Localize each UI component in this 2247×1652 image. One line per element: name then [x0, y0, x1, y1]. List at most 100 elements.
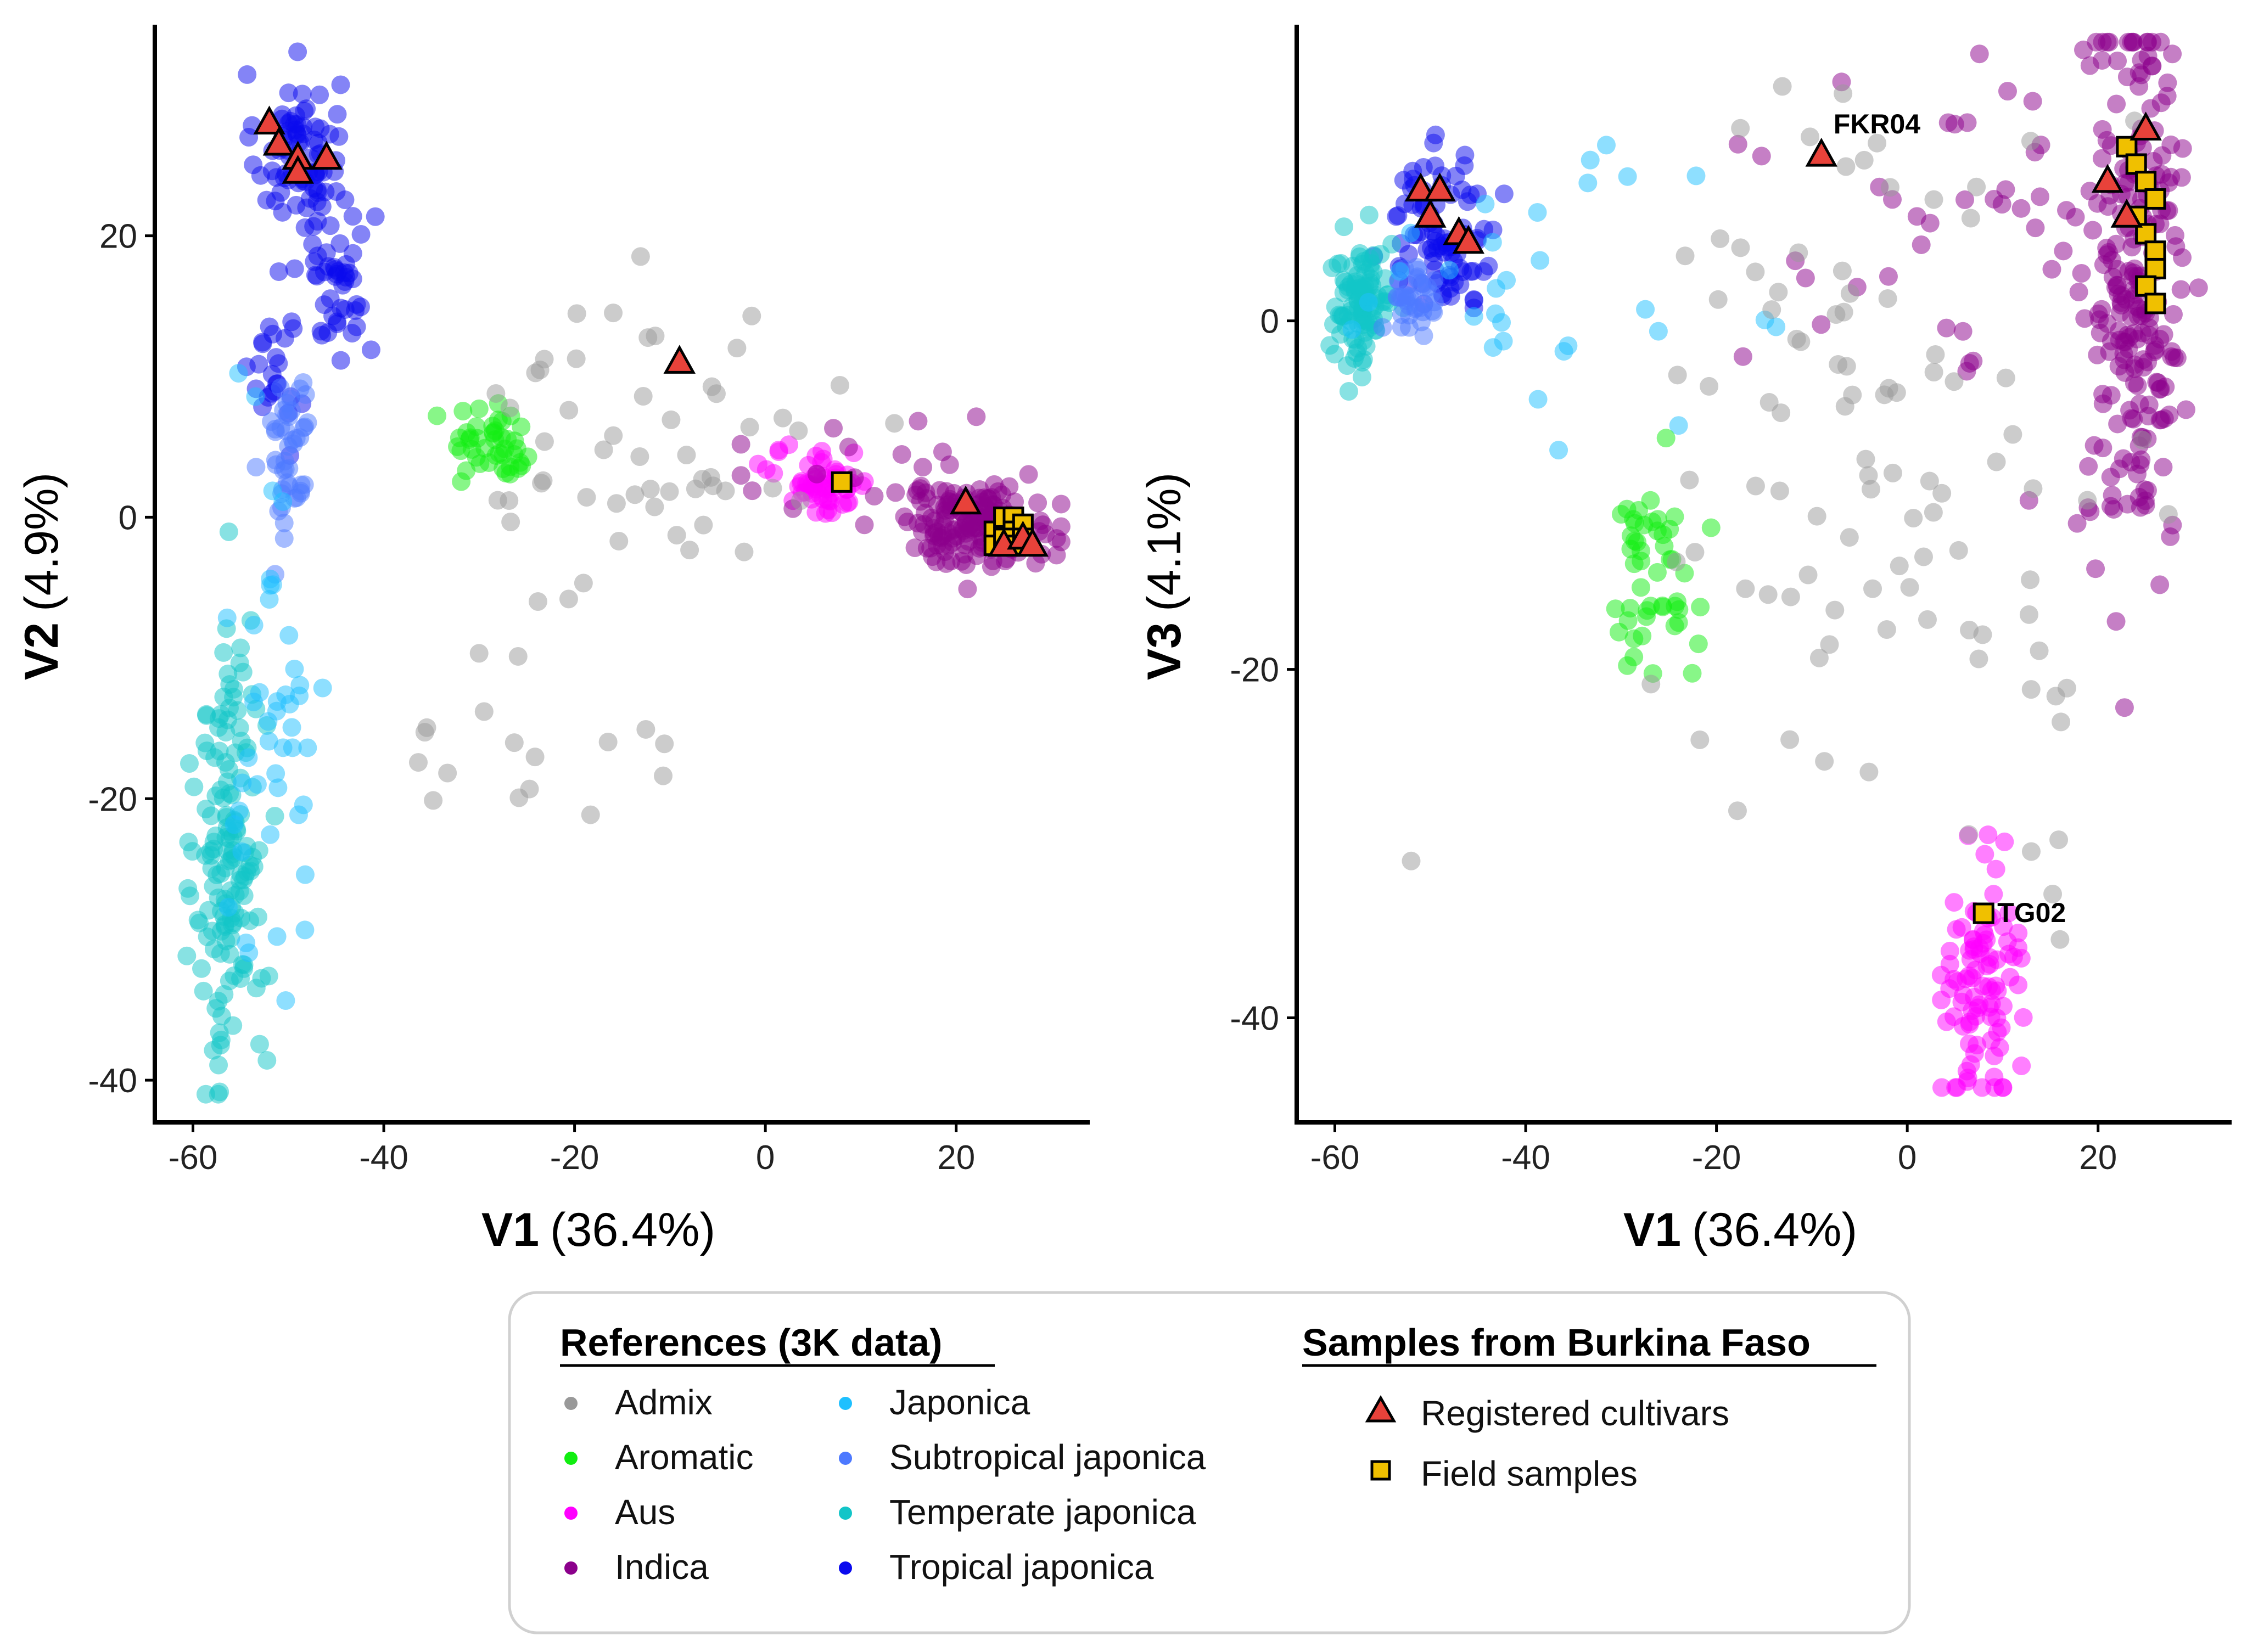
indica-point — [2108, 414, 2127, 434]
indica-point — [2171, 280, 2190, 299]
tropical-japonica-point — [1494, 184, 1514, 204]
admix-point — [1833, 261, 1852, 280]
aus-point — [1992, 1018, 2011, 1037]
registered-cultivars-legend-label: Registered cultivars — [1421, 1393, 1729, 1433]
admix-point — [1731, 238, 1750, 257]
temperate-japonica-point — [1337, 356, 1357, 375]
admix-point — [1967, 177, 1986, 196]
admix-point — [1961, 209, 1980, 228]
admix-point — [2049, 830, 2069, 850]
temperate-japonica-point — [1364, 263, 1383, 282]
admix-point — [1780, 730, 1800, 749]
indica-point — [2092, 300, 2111, 319]
field-sample-marker — [2144, 293, 2166, 314]
admix-point — [581, 805, 600, 824]
temperate-japonica-point — [195, 733, 215, 752]
right-points — [1320, 32, 2208, 1097]
tropical-japonica-point — [253, 333, 272, 352]
temperate-japonica-point — [1335, 217, 1354, 237]
indica-point — [1992, 195, 2011, 214]
japonica-point — [273, 738, 293, 757]
registered-cultivar-marker — [1414, 199, 1447, 228]
admix-point — [1890, 557, 1909, 576]
subtropical-japonica-point — [274, 513, 294, 532]
registered-cultivar-marker — [2091, 164, 2124, 193]
admix-point — [2003, 425, 2022, 444]
admix-point — [1861, 480, 1880, 499]
aromatic-point — [1669, 613, 1688, 632]
japonica-point — [233, 773, 252, 793]
legend-references-title: References (3K data) — [560, 1321, 942, 1364]
admix-point — [2057, 678, 2076, 698]
admix-point — [415, 723, 434, 742]
admix-point — [1868, 133, 1887, 153]
registered-cultivar-marker — [2130, 111, 2162, 141]
admix-point — [773, 408, 792, 428]
admix-point — [535, 432, 554, 451]
field-samples-legend-marker — [1370, 1460, 1391, 1481]
temperate-japonica-point — [1355, 311, 1375, 330]
japonica-point — [1464, 307, 1483, 326]
indica-point — [944, 484, 963, 503]
indica-point — [2106, 234, 2126, 254]
temperate-japonica-point — [230, 653, 249, 672]
subtropical-japonica-point — [277, 394, 296, 413]
field-sample-marker — [2144, 240, 2166, 262]
admix-point — [686, 479, 705, 498]
indica-point — [824, 419, 843, 438]
admix-point — [1711, 229, 1730, 248]
tropical-japonica-point — [284, 319, 303, 338]
tropical-japonica-point — [297, 198, 316, 217]
tropical-japonica-point — [331, 75, 350, 94]
indica-point — [807, 464, 826, 484]
tropical-japonica-point — [1387, 207, 1406, 226]
aus-point — [757, 460, 776, 479]
admix-point — [1402, 851, 1421, 870]
admix-point — [509, 788, 529, 807]
indica-point — [942, 552, 961, 571]
indica-point — [1047, 529, 1066, 548]
aus-point — [838, 493, 857, 513]
indica-point — [2103, 486, 2122, 505]
admix-point — [1680, 470, 1699, 490]
tropical-japonica-point — [279, 83, 298, 103]
registered-cultivar-marker — [1424, 172, 1456, 202]
temperate-japonica-point — [1329, 254, 1348, 273]
admix-point — [1920, 471, 1939, 491]
registered-cultivar-marker — [310, 141, 343, 170]
japonica-point — [232, 842, 251, 861]
indica-point — [909, 412, 928, 431]
aromatic-point — [452, 472, 471, 491]
indica-point — [1028, 493, 1047, 513]
field-sample-marker — [2144, 188, 2166, 210]
tropical-japonica-point — [331, 351, 350, 370]
temperate-japonica-point — [225, 966, 244, 985]
aus-point — [1932, 990, 1951, 1009]
indica-point — [2121, 453, 2140, 472]
temperate-japonica-point — [1347, 274, 1366, 294]
japonica-point — [248, 775, 267, 794]
japonica-point — [267, 927, 287, 946]
right-axis-ticks: -60 -40 -20 0 20 -40 -20 0 — [1230, 303, 2117, 1177]
right-x-tick-label: -60 — [1310, 1139, 1360, 1177]
left-x-axis-percent: (36.4%) — [550, 1204, 715, 1256]
admix-point — [1973, 625, 1992, 644]
temperate-japonica-point — [248, 907, 267, 926]
indica-point — [2134, 358, 2153, 377]
indica-point — [2150, 380, 2169, 399]
admix-point — [594, 440, 613, 459]
aus-point — [1953, 1016, 1973, 1036]
admix-point — [1875, 385, 1894, 404]
aromatic-point — [512, 417, 531, 436]
indica-point — [2030, 187, 2049, 206]
admix-point — [1996, 368, 2015, 387]
temperate-japonica-point — [201, 806, 221, 825]
temperate-japonica-point — [1353, 352, 1372, 372]
admix-point — [830, 375, 849, 395]
temperate-japonica-point — [177, 946, 197, 965]
tropical-japonica-legend-label: Tropical japonica — [889, 1547, 1154, 1587]
indica-point — [2176, 400, 2195, 419]
temperate-japonica-point — [216, 753, 235, 772]
japonica-point — [1649, 322, 1668, 341]
right-scatter-panel: -60 -40 -20 0 20 -40 -20 0 V1 (36.4%) V3 (4.1%) F… — [1138, 25, 2232, 1256]
